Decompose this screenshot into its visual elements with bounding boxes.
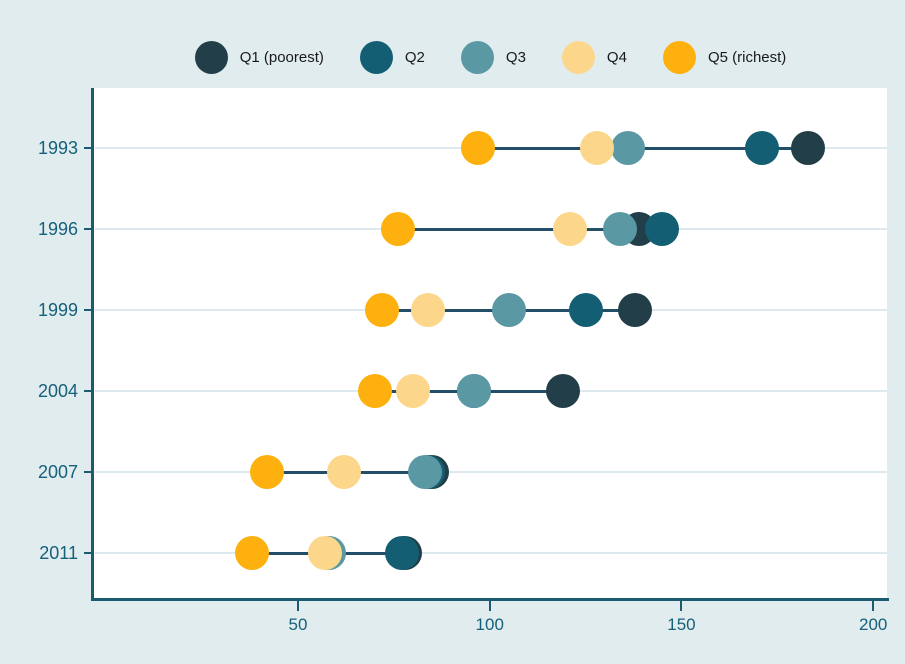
x-tick xyxy=(297,601,299,611)
legend-label-q3: Q3 xyxy=(505,48,526,66)
legend: Q1 (poorest) Q2 Q3 Q4 Q5 (richest) xyxy=(94,40,887,74)
legend-item-q5: Q5 (richest) xyxy=(662,40,787,74)
dot-2007-q4 xyxy=(327,455,362,489)
dot-1993-q1 xyxy=(791,131,825,165)
legend-label-q4: Q4 xyxy=(606,48,627,66)
dot-2004-q4 xyxy=(396,374,431,408)
dot-2011-q4 xyxy=(307,536,342,570)
dot-1996-q3 xyxy=(603,212,638,246)
x-axis-label: 200 xyxy=(859,615,888,634)
legend-marker-q1-icon xyxy=(194,40,228,74)
dot-1996-q2 xyxy=(645,212,680,246)
dot-1996-q5 xyxy=(380,212,415,246)
legend-marker-q2-icon xyxy=(359,40,393,74)
dot-2011-q2 xyxy=(384,536,419,570)
y-tick xyxy=(84,228,93,230)
dot-1993-q3 xyxy=(610,131,645,165)
dot-1999-q5 xyxy=(365,293,400,327)
legend-marker-q4-icon xyxy=(561,40,595,74)
y-tick xyxy=(84,552,93,554)
y-axis-label: 1993 xyxy=(37,138,78,158)
x-axis-line xyxy=(91,598,889,601)
x-tick xyxy=(872,601,875,611)
y-axis-label: 1996 xyxy=(37,219,78,239)
x-tick xyxy=(680,601,683,611)
dot-2011-q5 xyxy=(234,536,269,570)
y-axis-label: 2004 xyxy=(37,381,78,401)
y-axis-line xyxy=(91,88,94,601)
x-axis-label: 50 xyxy=(288,615,308,634)
legend-item-q4: Q4 xyxy=(561,40,627,74)
dot-1999-q1 xyxy=(618,293,653,327)
y-tick xyxy=(84,390,93,392)
y-axis-label: 2011 xyxy=(39,543,78,563)
y-axis-label: 1999 xyxy=(37,300,78,320)
dot-2004-q3 xyxy=(457,374,492,408)
legend-label-q1: Q1 (poorest) xyxy=(239,48,324,66)
x-tick xyxy=(488,601,491,611)
dot-1993-q4 xyxy=(580,131,615,165)
y-axis-label: 2007 xyxy=(37,462,78,482)
dot-2007-q5 xyxy=(250,455,285,489)
y-tick xyxy=(84,147,93,149)
x-axis-label: 150 xyxy=(667,615,696,634)
y-tick xyxy=(84,309,93,311)
dot-1993-q5 xyxy=(461,131,496,165)
x-axis-label: 100 xyxy=(475,615,504,634)
dot-1993-q2 xyxy=(744,131,779,165)
dot-1999-q2 xyxy=(568,293,603,327)
gridline xyxy=(95,471,887,473)
gridline xyxy=(95,552,887,554)
legend-marker-q5-icon xyxy=(662,40,696,74)
dot-1999-q4 xyxy=(411,293,446,327)
legend-item-q1: Q1 (poorest) xyxy=(194,40,324,74)
dot-1996-q4 xyxy=(553,212,588,246)
range-line xyxy=(397,227,663,231)
y-tick xyxy=(84,471,93,473)
dot-2007-q3 xyxy=(407,455,442,489)
dot-2004-q1 xyxy=(545,374,580,408)
dot-1999-q3 xyxy=(491,293,526,327)
legend-item-q3: Q3 xyxy=(460,40,526,74)
legend-label-q5: Q5 (richest) xyxy=(707,48,787,66)
legend-marker-q3-icon xyxy=(460,40,494,74)
dot-2004-q5 xyxy=(357,374,392,408)
legend-item-q2: Q2 xyxy=(359,40,425,74)
legend-label-q2: Q2 xyxy=(404,48,425,66)
plot-area xyxy=(94,88,887,598)
